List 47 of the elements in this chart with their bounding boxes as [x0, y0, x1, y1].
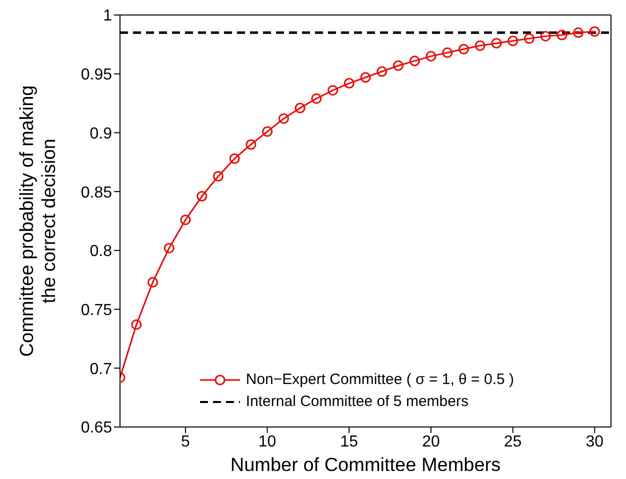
y-tick-label: 1: [103, 8, 112, 25]
legend-label: Internal Committee of 5 members: [246, 392, 468, 412]
point: [360, 72, 371, 83]
legend-label: Non−Expert Committee ( σ = 1, θ = 0.5 ): [246, 370, 514, 390]
point: [474, 40, 486, 51]
y-tick-label: 0.75: [80, 302, 112, 319]
point: [344, 78, 354, 89]
point: [229, 153, 240, 164]
x-tick-label: 5: [181, 433, 190, 450]
point: [164, 242, 174, 254]
x-tick-label: 10: [258, 433, 276, 450]
point: [491, 38, 502, 48]
point: [180, 214, 191, 226]
point: [409, 56, 420, 66]
y-tick-label: 0.65: [80, 420, 112, 437]
point: [131, 319, 142, 330]
point: [246, 139, 256, 150]
point: [573, 27, 584, 38]
point: [556, 30, 568, 40]
point: [426, 50, 436, 62]
point: [540, 30, 551, 42]
point: [442, 47, 453, 58]
point: [458, 44, 469, 54]
point: [392, 60, 404, 71]
y-tick-label: 0.95: [80, 66, 112, 84]
point: [262, 126, 273, 137]
y-tick-label: 0.8: [90, 243, 112, 260]
y-tick-label: 0.7: [90, 360, 112, 378]
point: [278, 113, 289, 124]
point: [294, 102, 306, 114]
point: [508, 36, 518, 46]
x-tick-label: 30: [586, 433, 604, 450]
point: [196, 191, 208, 202]
x-tick-label: 25: [504, 433, 522, 450]
x-tick-label: 20: [422, 433, 440, 450]
point: [311, 93, 322, 104]
point: [328, 85, 338, 96]
point: [524, 33, 534, 44]
point: [589, 26, 600, 37]
y-axis-title: Committee probability of making the correct decision: [17, 85, 60, 357]
x-axis-title: Number of Committee Members: [230, 455, 501, 476]
y-tick-label: 0.9: [90, 125, 112, 142]
x-tick-label: 15: [340, 433, 358, 450]
point: [147, 276, 158, 288]
point: [212, 171, 224, 182]
y-tick-label: 0.85: [80, 184, 112, 202]
point: [376, 66, 388, 77]
